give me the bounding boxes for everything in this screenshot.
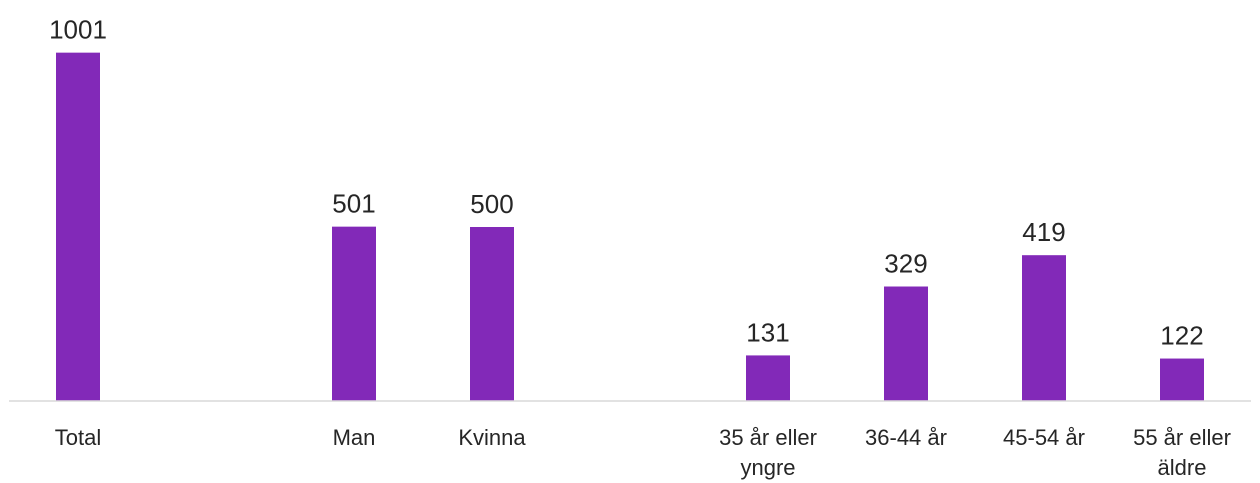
x-tick-label: 55 år eller äldre xyxy=(1133,425,1231,480)
x-tick-label: Kvinna xyxy=(458,425,526,450)
data-label: 122 xyxy=(1160,321,1203,351)
x-tick-label: 36-44 år xyxy=(865,425,947,450)
x-tick-label: Total xyxy=(54,425,102,450)
bar xyxy=(332,226,376,401)
data-label: 131 xyxy=(746,317,789,347)
x-tick-label: 35 år eller yngre xyxy=(719,425,817,480)
data-label: 329 xyxy=(884,249,927,279)
bar xyxy=(746,355,790,401)
bar xyxy=(1160,358,1204,401)
x-tick-label: Man xyxy=(332,425,376,450)
data-label: 419 xyxy=(1022,217,1065,247)
data-label: 500 xyxy=(470,189,513,219)
bar xyxy=(1022,255,1066,401)
data-label: 501 xyxy=(332,189,375,219)
bar xyxy=(884,286,928,401)
bar xyxy=(56,52,100,401)
bar xyxy=(470,227,514,401)
x-tick-label: 45-54 år xyxy=(1003,425,1085,450)
data-label: 1001 xyxy=(49,15,107,45)
